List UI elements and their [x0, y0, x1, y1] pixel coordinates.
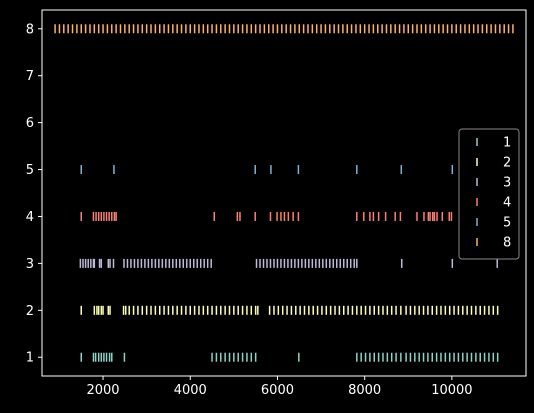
- x-tick-label: 4000: [174, 383, 207, 398]
- legend-entry-4: 4: [476, 196, 511, 211]
- x-tick-label: 2000: [86, 383, 119, 398]
- event-series-8: [54, 24, 514, 34]
- y-tick-label: 6: [26, 116, 34, 131]
- x-tick-label: 8000: [348, 383, 381, 398]
- y-tick-label: 1: [26, 351, 34, 366]
- y-tick-label: 7: [26, 69, 34, 84]
- x-tick-label: 10000: [431, 383, 472, 398]
- y-axis: 1 2 3 4 5 6 7 8: [26, 22, 42, 366]
- y-tick-label: 4: [26, 210, 34, 225]
- event-series-5: [80, 165, 498, 175]
- legend: 1 2 3 4 5 8: [458, 128, 520, 260]
- y-tick-label: 3: [26, 257, 34, 272]
- y-tick-label: 5: [26, 163, 34, 178]
- legend-box: [458, 128, 520, 260]
- legend-entry-2: 2: [476, 156, 511, 171]
- plot-frame: [41, 9, 527, 377]
- legend-entry-3: 3: [476, 176, 511, 191]
- y-tick-label: 8: [26, 22, 34, 37]
- x-axis: 2000 4000 6000 8000 10000: [86, 376, 473, 398]
- event-series-3: [79, 258, 498, 268]
- event-marks: [54, 24, 514, 362]
- legend-entry-1: 1: [476, 136, 511, 151]
- legend-label: 5: [503, 216, 511, 231]
- legend-entry-5: 5: [476, 216, 511, 231]
- legend-label: 2: [503, 156, 511, 171]
- x-tick-label: 6000: [261, 383, 294, 398]
- y-tick-label: 2: [26, 304, 34, 319]
- event-series-2: [80, 305, 499, 315]
- legend-label: 4: [503, 196, 511, 211]
- legend-label: 8: [503, 236, 511, 251]
- legend-entry-8: 8: [476, 236, 511, 251]
- event-series-1: [80, 352, 499, 362]
- event-series-4: [80, 211, 496, 221]
- legend-label: 3: [503, 176, 511, 191]
- legend-label: 1: [503, 136, 511, 151]
